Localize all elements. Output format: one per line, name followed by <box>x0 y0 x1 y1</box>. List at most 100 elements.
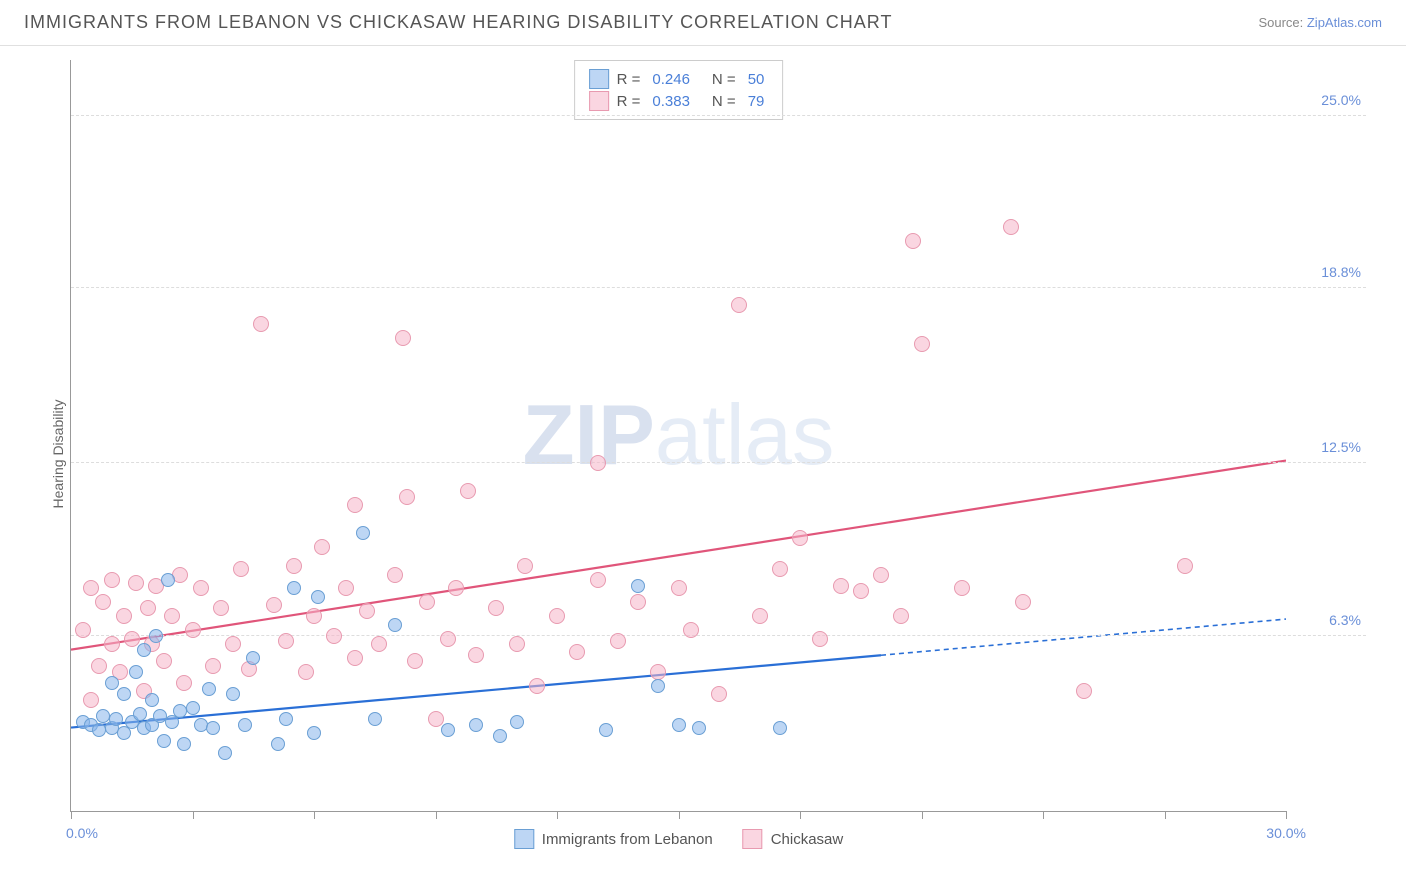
source-link[interactable]: ZipAtlas.com <box>1307 15 1382 30</box>
data-point <box>549 608 565 624</box>
data-point <box>407 653 423 669</box>
data-point <box>91 658 107 674</box>
data-point <box>460 483 476 499</box>
data-point <box>529 678 545 694</box>
x-tick <box>1043 811 1044 819</box>
data-point <box>812 631 828 647</box>
data-point <box>517 558 533 574</box>
data-point <box>356 526 370 540</box>
data-point <box>610 633 626 649</box>
data-point <box>176 675 192 691</box>
data-point <box>368 712 382 726</box>
data-point <box>161 573 175 587</box>
data-point <box>914 336 930 352</box>
trend-lines-svg <box>71 60 1286 811</box>
x-tick <box>314 811 315 819</box>
gridline <box>71 287 1366 288</box>
data-point <box>233 561 249 577</box>
data-point <box>75 622 91 638</box>
legend-swatch <box>743 829 763 849</box>
data-point <box>306 608 322 624</box>
data-point <box>226 687 240 701</box>
series-legend: Immigrants from LebanonChickasaw <box>514 829 843 849</box>
gridline <box>71 635 1366 636</box>
data-point <box>711 686 727 702</box>
data-point <box>1003 219 1019 235</box>
data-point <box>388 618 402 632</box>
data-point <box>109 712 123 726</box>
data-point <box>650 664 666 680</box>
y-tick-label: 6.3% <box>1329 612 1361 628</box>
data-point <box>853 583 869 599</box>
data-point <box>395 330 411 346</box>
data-point <box>149 629 163 643</box>
data-point <box>692 721 706 735</box>
data-point <box>286 558 302 574</box>
x-axis-max-label: 30.0% <box>1266 825 1306 841</box>
x-tick <box>1165 811 1166 819</box>
data-point <box>253 316 269 332</box>
data-point <box>731 297 747 313</box>
data-point <box>140 600 156 616</box>
data-point <box>124 631 140 647</box>
data-point <box>95 594 111 610</box>
legend-stat-row: R =0.383 N =79 <box>589 91 769 111</box>
data-point <box>177 737 191 751</box>
data-point <box>156 653 172 669</box>
legend-swatch <box>589 91 609 111</box>
data-point <box>630 594 646 610</box>
data-point <box>469 718 483 732</box>
data-point <box>590 572 606 588</box>
data-point <box>186 701 200 715</box>
data-point <box>893 608 909 624</box>
data-point <box>83 692 99 708</box>
y-tick-label: 25.0% <box>1321 92 1361 108</box>
data-point <box>129 665 143 679</box>
data-point <box>468 647 484 663</box>
data-point <box>326 628 342 644</box>
x-axis-min-label: 0.0% <box>66 825 98 841</box>
y-axis-label: Hearing Disability <box>50 400 66 509</box>
x-tick <box>71 811 72 819</box>
y-tick-label: 12.5% <box>1321 439 1361 455</box>
data-point <box>441 723 455 737</box>
data-point <box>651 679 665 693</box>
data-point <box>792 530 808 546</box>
data-point <box>314 539 330 555</box>
data-point <box>278 633 294 649</box>
data-point <box>105 676 119 690</box>
data-point <box>298 664 314 680</box>
data-point <box>387 567 403 583</box>
data-point <box>772 561 788 577</box>
data-point <box>428 711 444 727</box>
data-point <box>671 580 687 596</box>
data-point <box>338 580 354 596</box>
data-point <box>833 578 849 594</box>
data-point <box>683 622 699 638</box>
data-point <box>206 721 220 735</box>
data-point <box>1177 558 1193 574</box>
data-point <box>509 636 525 652</box>
data-point <box>488 600 504 616</box>
data-point <box>218 746 232 760</box>
data-point <box>905 233 921 249</box>
data-point <box>873 567 889 583</box>
x-tick <box>436 811 437 819</box>
data-point <box>1076 683 1092 699</box>
data-point <box>1015 594 1031 610</box>
data-point <box>307 726 321 740</box>
data-point <box>133 707 147 721</box>
chart-title: IMMIGRANTS FROM LEBANON VS CHICKASAW HEA… <box>24 12 892 33</box>
data-point <box>510 715 524 729</box>
data-point <box>590 455 606 471</box>
chart-area: Hearing Disability ZIPatlas R =0.246 N =… <box>50 60 1366 832</box>
data-point <box>399 489 415 505</box>
data-point <box>287 581 301 595</box>
legend-item: Immigrants from Lebanon <box>514 829 713 849</box>
data-point <box>128 575 144 591</box>
data-point <box>311 590 325 604</box>
watermark: ZIPatlas <box>523 387 835 485</box>
source-attribution: Source: ZipAtlas.com <box>1258 15 1382 30</box>
data-point <box>371 636 387 652</box>
data-point <box>116 608 132 624</box>
